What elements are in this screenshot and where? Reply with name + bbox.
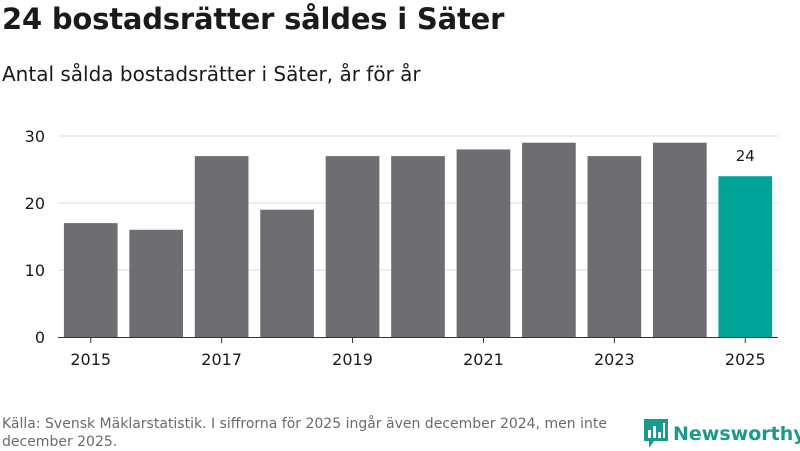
bar-2017 bbox=[194, 156, 249, 337]
chart-subtitle: Antal sålda bostadsrätter i Säter, år fö… bbox=[2, 62, 421, 86]
x-tick-label: 2021 bbox=[463, 350, 504, 369]
data-label-2025: 24 bbox=[736, 147, 755, 165]
x-tick-label: 2025 bbox=[725, 350, 766, 369]
x-tick-label: 2015 bbox=[70, 350, 111, 369]
y-tick-label: 0 bbox=[35, 328, 45, 347]
data-labels: 24 bbox=[736, 147, 755, 165]
bar-2024 bbox=[652, 142, 707, 337]
brand-name: Newsworthy bbox=[673, 423, 800, 445]
bar-2016 bbox=[129, 229, 184, 337]
bar-2020 bbox=[391, 156, 445, 337]
newsworthy-logo: Newsworthy bbox=[644, 418, 800, 450]
x-tick-label: 2017 bbox=[201, 350, 242, 369]
newsworthy-chart-icon bbox=[644, 419, 668, 448]
chart-title: 24 bostadsrätter såldes i Säter bbox=[2, 2, 505, 36]
bars bbox=[63, 142, 773, 337]
bar-2018 bbox=[260, 209, 314, 337]
y-tick-label: 10 bbox=[25, 261, 45, 280]
y-axis-tick-labels: 0 10 20 30 bbox=[25, 127, 45, 347]
x-tick-label: 2019 bbox=[332, 350, 373, 369]
bar-chart: 0 10 20 30 24 2015 2017 2019 2021 2023 2025 bbox=[25, 127, 778, 369]
source-note: Källa: Svensk Mäklarstatistik. I siffror… bbox=[2, 416, 607, 450]
x-tick-label: 2023 bbox=[594, 350, 635, 369]
bar-2025 bbox=[718, 176, 773, 337]
y-tick-label: 30 bbox=[25, 127, 45, 146]
bar-2019 bbox=[325, 156, 380, 337]
x-axis-ticks: 2015 2017 2019 2021 2023 2025 bbox=[70, 337, 766, 369]
bar-2015 bbox=[63, 223, 118, 337]
bar-2022 bbox=[522, 142, 576, 337]
bar-2023 bbox=[587, 156, 642, 337]
bar-2021 bbox=[456, 149, 511, 337]
y-tick-label: 20 bbox=[25, 194, 45, 213]
